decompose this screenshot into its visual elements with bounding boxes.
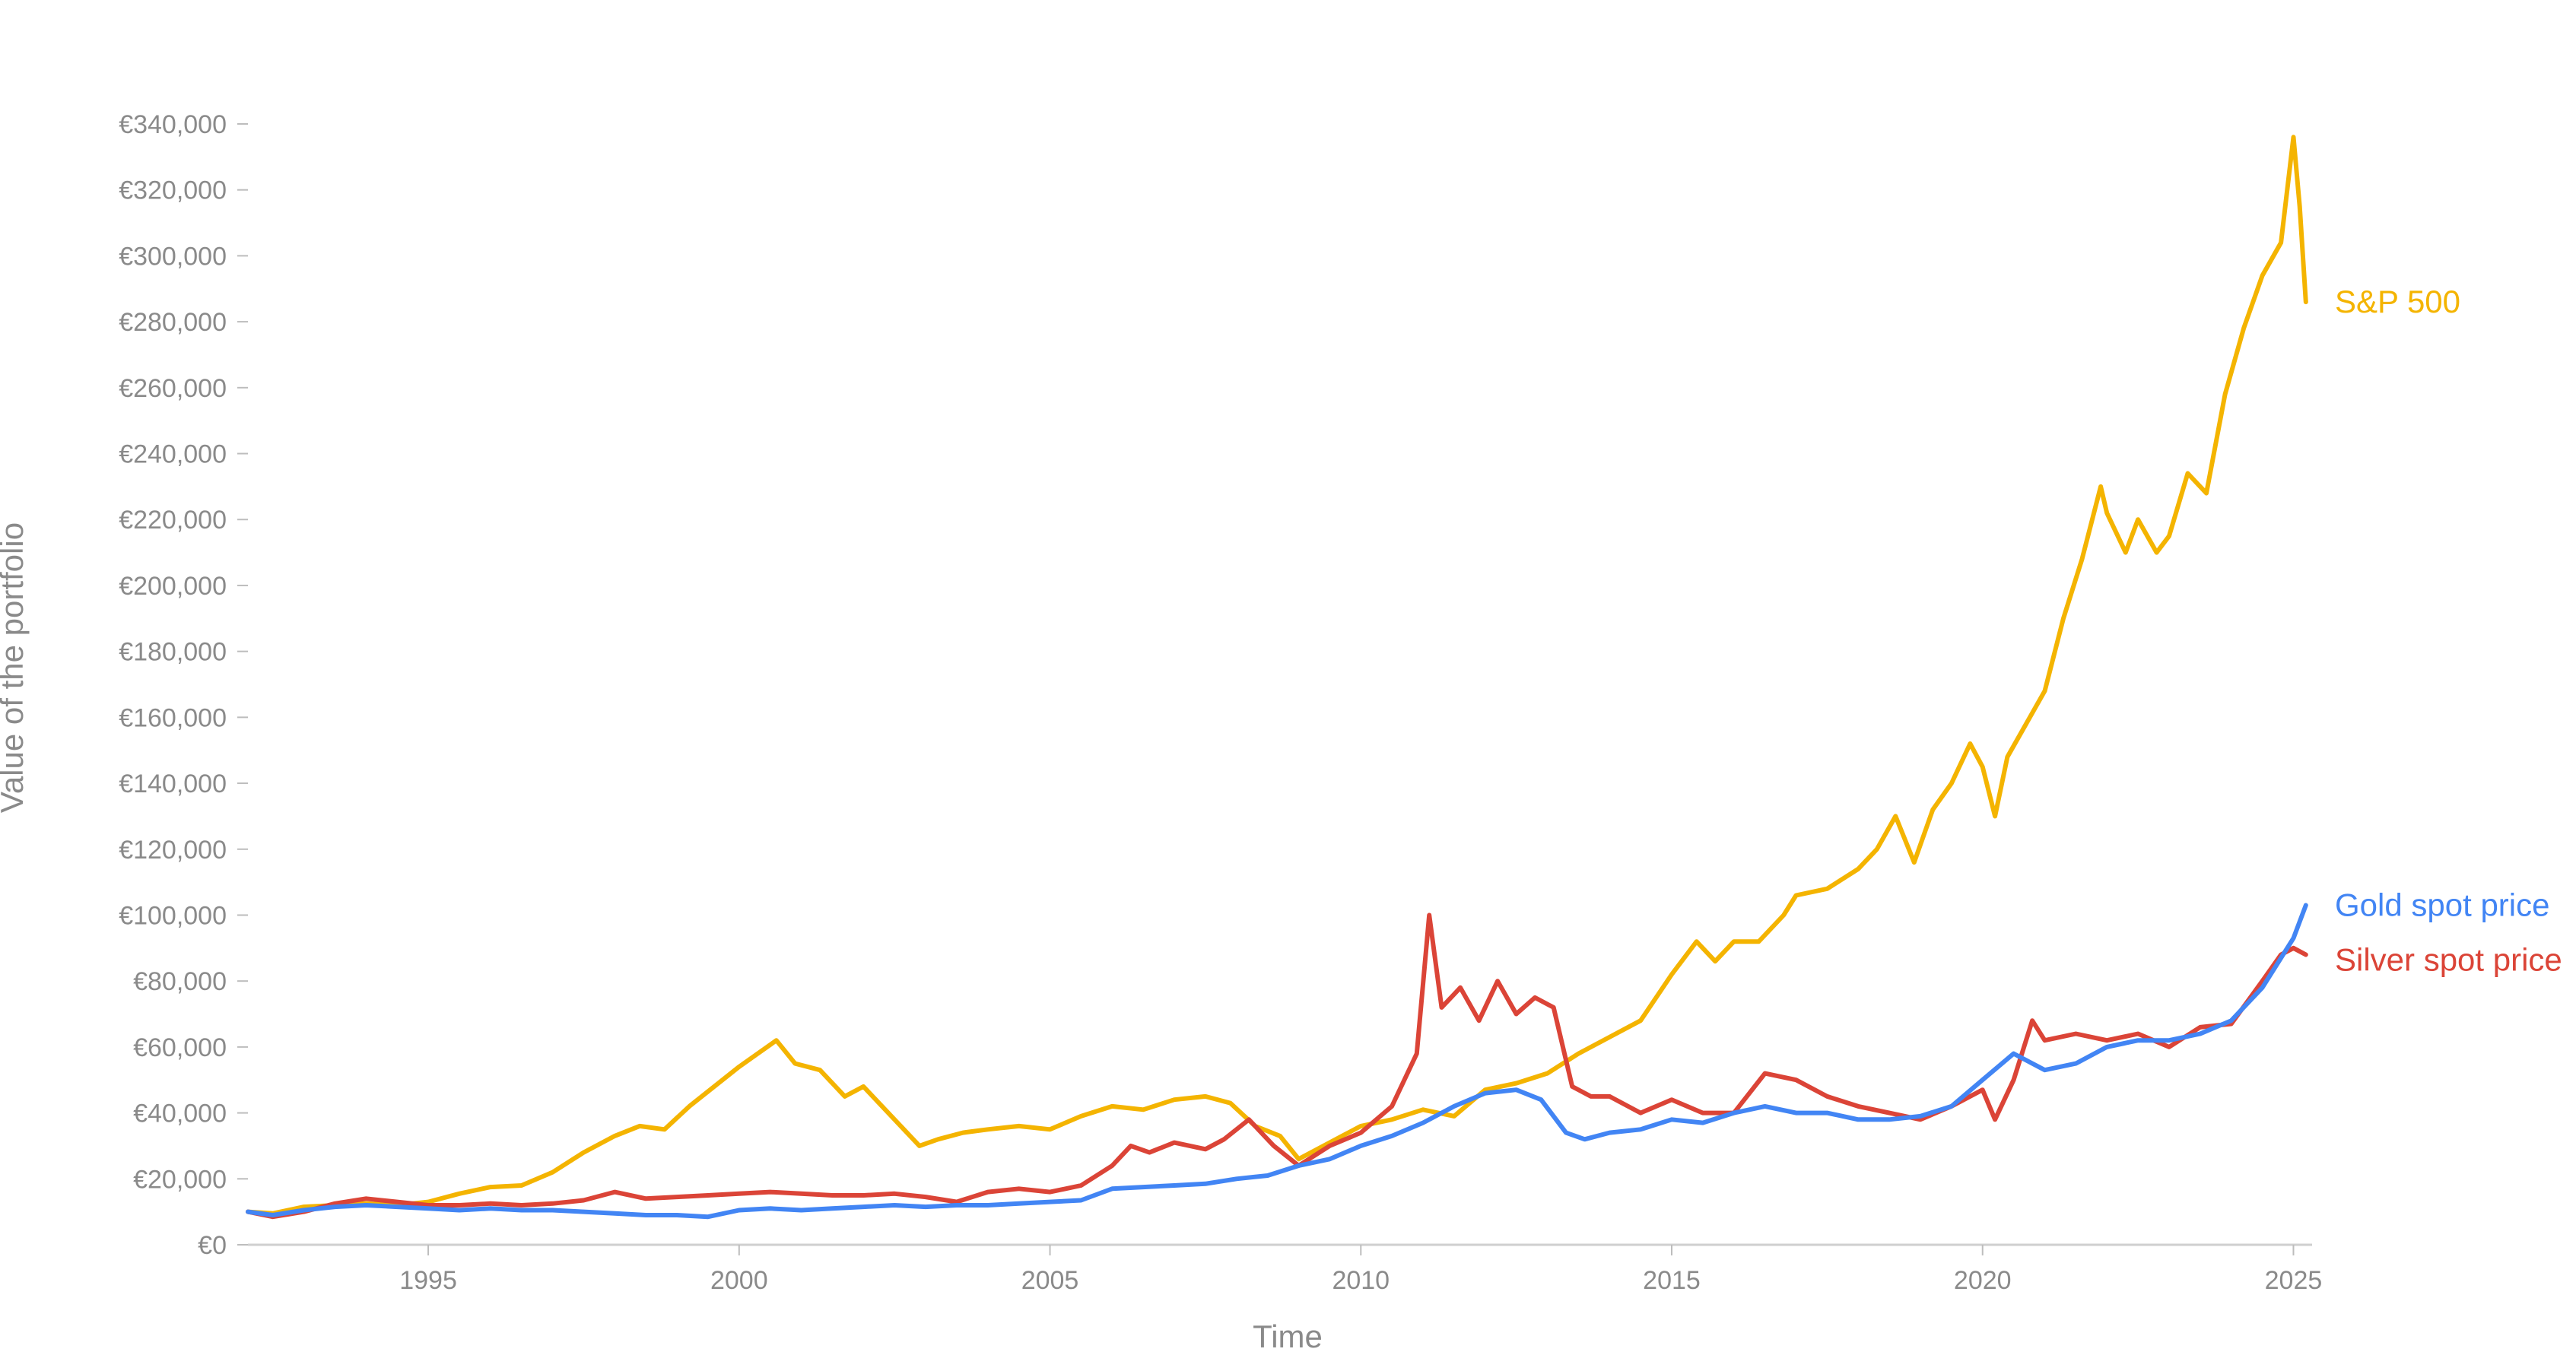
y-tick-label: €60,000	[133, 1033, 227, 1062]
y-tick-label: €80,000	[133, 967, 227, 996]
y-tick-label: €0	[198, 1231, 227, 1260]
y-tick-label: €100,000	[119, 901, 227, 930]
y-tick-label: €160,000	[119, 703, 227, 732]
y-tick-label: €280,000	[119, 308, 227, 337]
x-tick-label: 2015	[1643, 1266, 1701, 1295]
x-tick-label: 2005	[1021, 1266, 1079, 1295]
series-line-silver-spot-price	[246, 912, 2308, 1220]
series-labels: S&P 500 Gold spot price Silver spot price	[2335, 284, 2562, 977]
y-tick-label: €180,000	[119, 638, 227, 667]
series-label: Gold spot price	[2335, 887, 2549, 922]
y-tick-label: €240,000	[119, 440, 227, 469]
y-tick-label: €220,000	[119, 506, 227, 535]
x-tick-label: 2010	[1332, 1266, 1390, 1295]
y-tick-label: €140,000	[119, 770, 227, 798]
x-tick-label: 2020	[1954, 1266, 2012, 1295]
y-tick-label: €320,000	[119, 176, 227, 205]
y-axis: €0 €20,000 €40,000 €60,000 €80,000 €100,000 €1…	[119, 110, 248, 1260]
y-tick-label: €340,000	[119, 110, 227, 139]
x-axis: 1995 2000 2005 2010 2015 2020 2025	[248, 1243, 2323, 1295]
series-line-gold-spot-price	[246, 903, 2308, 1220]
x-tick-label: 2000	[710, 1266, 768, 1295]
y-tick-label: €300,000	[119, 242, 227, 271]
x-tick-label: 2025	[2265, 1266, 2323, 1295]
series-label: S&P 500	[2335, 284, 2460, 319]
series-line-s-p-500	[246, 135, 2308, 1216]
series-label: Silver spot price	[2335, 941, 2562, 977]
x-tick-label: 1995	[399, 1266, 457, 1295]
y-axis-title: Value of the portfolio	[0, 522, 30, 813]
y-tick-label: €40,000	[133, 1100, 227, 1128]
y-tick-label: €200,000	[119, 572, 227, 601]
y-tick-label: €260,000	[119, 374, 227, 403]
y-tick-label: €120,000	[119, 836, 227, 865]
series-lines	[246, 135, 2308, 1220]
x-axis-title: Time	[1253, 1319, 1323, 1354]
y-tick-label: €20,000	[133, 1165, 227, 1194]
